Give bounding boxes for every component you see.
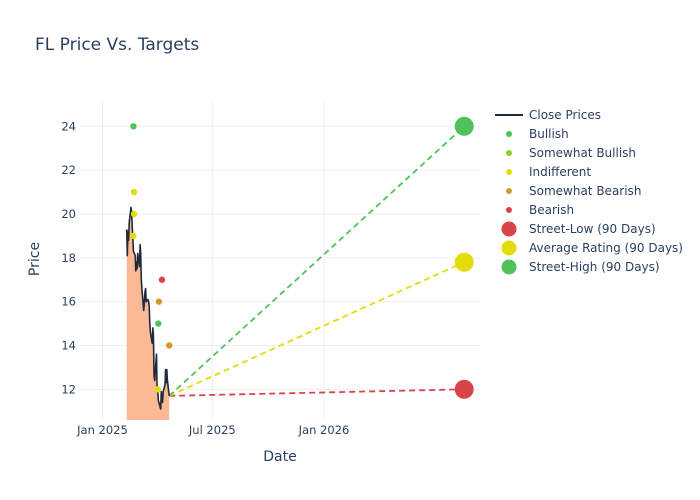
x-axis-ticks: Jan 2025 Jul 2025 Jan 2026 xyxy=(76,423,349,437)
rating-point xyxy=(130,188,138,196)
y-tick-label: 16 xyxy=(61,295,76,309)
price-line-layer xyxy=(125,206,170,410)
x-tick-label: Jan 2026 xyxy=(298,423,350,437)
rating-points xyxy=(130,123,173,393)
legend-label: Somewhat Bullish xyxy=(529,146,636,160)
target-line xyxy=(169,388,465,397)
y-tick-label: 22 xyxy=(61,163,76,177)
rating-point xyxy=(154,386,161,393)
price-area xyxy=(126,207,170,420)
legend-label: Close Prices xyxy=(529,108,601,122)
target-marker xyxy=(454,116,474,136)
legend-swatch xyxy=(501,221,517,237)
rating-point xyxy=(130,123,137,130)
x-tick-label: Jul 2025 xyxy=(188,423,236,437)
legend-swatch xyxy=(506,131,512,137)
rating-point xyxy=(166,342,173,349)
y-axis-title: Price xyxy=(27,242,43,276)
rating-point xyxy=(130,210,138,218)
y-axis-ticks: 12 14 16 18 20 22 24 xyxy=(61,119,76,396)
x-tick-label: Jan 2025 xyxy=(76,423,128,437)
x-axis-title: Date xyxy=(263,449,296,465)
legend-label: Average Rating (90 Days) xyxy=(529,241,683,255)
legend-label: Street-Low (90 Days) xyxy=(529,222,656,236)
legend-label: Street-High (90 Days) xyxy=(529,260,660,274)
rating-point xyxy=(130,232,137,240)
rating-point xyxy=(155,320,162,327)
legend-swatch xyxy=(506,150,512,156)
y-tick-label: 20 xyxy=(61,207,76,221)
legend-swatch xyxy=(506,169,512,175)
y-tick-label: 14 xyxy=(61,338,76,352)
legend-swatch xyxy=(506,207,512,213)
legend-swatch xyxy=(501,240,517,256)
legend-label: Somewhat Bearish xyxy=(529,184,641,198)
chart-title: FL Price Vs. Targets xyxy=(35,35,199,55)
legend: Close Prices Bullish Somewhat Bullish Indif… xyxy=(495,108,683,275)
y-tick-label: 24 xyxy=(61,119,76,133)
legend-label: Indifferent xyxy=(529,165,591,179)
target-marker xyxy=(454,379,474,399)
close-price-line xyxy=(125,206,170,410)
y-tick-label: 12 xyxy=(61,382,76,396)
price-area-fill xyxy=(126,207,170,420)
legend-swatch xyxy=(506,188,512,194)
legend-swatch xyxy=(501,259,517,275)
target-line xyxy=(168,261,465,397)
legend-label: Bearish xyxy=(529,203,574,217)
legend-label: Bullish xyxy=(529,127,569,141)
y-tick-label: 18 xyxy=(61,251,76,265)
target-lines xyxy=(168,125,465,397)
target-marker xyxy=(454,252,474,272)
rating-point xyxy=(158,276,166,283)
target-markers xyxy=(454,116,474,399)
rating-point xyxy=(155,298,163,305)
target-line xyxy=(168,125,465,397)
